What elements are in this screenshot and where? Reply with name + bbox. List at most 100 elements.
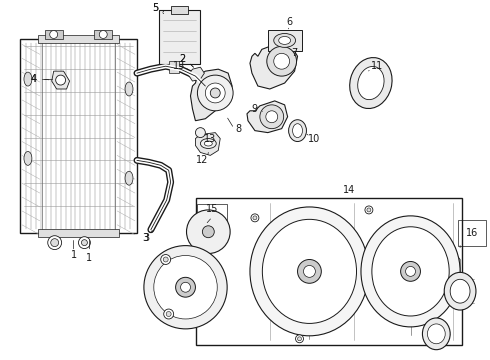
Circle shape [181, 282, 191, 292]
Ellipse shape [289, 120, 306, 141]
Circle shape [154, 256, 217, 319]
Polygon shape [148, 287, 177, 305]
Text: 3: 3 [143, 233, 149, 243]
Ellipse shape [125, 82, 133, 96]
Ellipse shape [422, 318, 450, 350]
Polygon shape [196, 287, 221, 302]
Polygon shape [213, 233, 226, 244]
Ellipse shape [293, 124, 302, 138]
Circle shape [197, 75, 233, 111]
Text: 2: 2 [179, 54, 186, 64]
Polygon shape [189, 254, 211, 280]
Circle shape [251, 214, 259, 222]
Circle shape [205, 83, 225, 103]
Circle shape [81, 240, 87, 246]
Circle shape [267, 46, 296, 76]
Bar [38, 36, 119, 44]
Circle shape [187, 210, 230, 253]
Text: 7: 7 [292, 48, 298, 58]
Circle shape [166, 311, 171, 316]
Circle shape [297, 337, 301, 341]
Polygon shape [386, 229, 407, 263]
Ellipse shape [24, 152, 32, 165]
Ellipse shape [204, 141, 212, 146]
Bar [45, 30, 63, 40]
Text: 13: 13 [204, 134, 217, 144]
Polygon shape [321, 271, 357, 287]
Polygon shape [191, 69, 232, 121]
Polygon shape [320, 276, 350, 304]
Bar [196, 198, 462, 345]
Ellipse shape [125, 171, 133, 185]
Polygon shape [373, 270, 401, 288]
Polygon shape [316, 230, 348, 262]
Circle shape [210, 88, 220, 98]
Ellipse shape [361, 216, 460, 327]
Circle shape [260, 105, 284, 129]
Text: 11: 11 [371, 61, 383, 71]
Ellipse shape [200, 139, 216, 148]
Polygon shape [52, 71, 70, 89]
Polygon shape [247, 101, 288, 132]
Circle shape [202, 226, 214, 238]
Polygon shape [189, 67, 204, 81]
Ellipse shape [372, 227, 449, 316]
Ellipse shape [24, 72, 32, 86]
Circle shape [56, 75, 66, 85]
Text: 10: 10 [308, 134, 320, 144]
Ellipse shape [444, 273, 476, 310]
Circle shape [163, 257, 168, 262]
Circle shape [161, 255, 171, 265]
Text: 12: 12 [196, 156, 209, 165]
Text: 8: 8 [235, 123, 241, 134]
Circle shape [51, 239, 59, 247]
Polygon shape [207, 212, 215, 226]
Circle shape [175, 277, 196, 297]
Polygon shape [158, 254, 181, 281]
Polygon shape [418, 275, 443, 302]
Circle shape [78, 237, 90, 249]
Text: 3: 3 [142, 233, 148, 243]
Polygon shape [190, 223, 203, 231]
Polygon shape [197, 237, 207, 250]
Text: 5: 5 [153, 3, 159, 13]
Text: 1: 1 [86, 252, 93, 262]
Circle shape [365, 206, 373, 214]
Bar [171, 6, 189, 14]
Text: 5: 5 [153, 3, 159, 13]
Circle shape [99, 31, 107, 39]
Circle shape [401, 261, 420, 281]
Circle shape [48, 236, 62, 249]
Polygon shape [266, 247, 298, 269]
Bar [38, 229, 119, 237]
Text: 14: 14 [343, 185, 355, 195]
Circle shape [295, 335, 303, 343]
Polygon shape [292, 218, 310, 258]
Circle shape [303, 265, 316, 277]
Bar [268, 30, 302, 51]
Polygon shape [414, 233, 437, 263]
Text: 16: 16 [466, 228, 478, 238]
Text: 4: 4 [31, 74, 37, 84]
Circle shape [266, 111, 278, 123]
Circle shape [406, 266, 416, 276]
Ellipse shape [279, 36, 291, 44]
Ellipse shape [350, 58, 392, 108]
Polygon shape [397, 283, 412, 314]
Bar [169, 61, 178, 73]
Circle shape [164, 309, 173, 319]
Bar [458, 220, 486, 246]
Text: 1: 1 [71, 249, 76, 260]
Circle shape [253, 216, 257, 220]
Ellipse shape [358, 67, 384, 100]
Ellipse shape [450, 279, 470, 303]
Bar [197, 204, 227, 234]
Polygon shape [195, 289, 220, 308]
Circle shape [367, 208, 371, 212]
Ellipse shape [274, 33, 295, 48]
Circle shape [49, 31, 58, 39]
Polygon shape [266, 278, 301, 307]
Ellipse shape [262, 219, 357, 323]
Polygon shape [250, 44, 297, 89]
Polygon shape [214, 229, 229, 237]
